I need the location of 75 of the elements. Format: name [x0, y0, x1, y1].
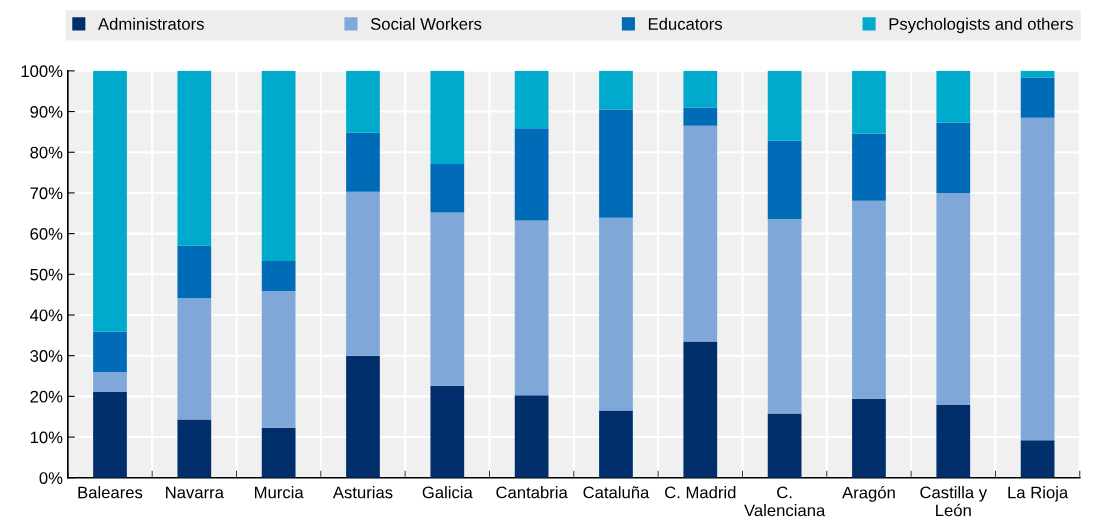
bar [261, 260, 296, 291]
bar [767, 140, 802, 219]
y-tick-label: 40% [29, 309, 63, 322]
y-tick-label: 80% [30, 146, 63, 159]
bar [261, 290, 296, 428]
bar [936, 192, 971, 405]
bar [683, 107, 718, 126]
x-tick-label: Baleares [78, 486, 143, 499]
bar [346, 191, 380, 356]
bar [177, 297, 212, 420]
y-tick-label: 30% [30, 350, 63, 362]
bar [93, 371, 127, 392]
x-tick-label: C. Madrid [665, 486, 736, 499]
y-tick-label: 0% [39, 472, 63, 484]
x-tick-label: Castilla y León [920, 486, 988, 517]
bar [261, 70, 296, 261]
y-tick-label: 90% [30, 105, 63, 118]
bar [1020, 117, 1055, 441]
bar [683, 70, 718, 108]
x-tick-label: Navarra [166, 486, 224, 499]
y-tick-label: 60% [30, 228, 63, 240]
bar [852, 70, 886, 134]
bar [177, 245, 212, 298]
x-tick-label: Cantabria [496, 486, 568, 499]
bar [767, 413, 802, 478]
bar [683, 125, 718, 342]
bar [767, 218, 802, 414]
bar [599, 109, 633, 218]
legend-label: Social Workers [370, 17, 482, 30]
bar [514, 395, 549, 478]
bar [346, 70, 380, 133]
x-tick-label: Aragón [842, 486, 895, 502]
bar [430, 164, 465, 213]
bar [514, 70, 549, 129]
bar [177, 70, 212, 246]
bar [177, 419, 212, 478]
bar [683, 341, 718, 478]
x-tick-label: Cataluña [583, 486, 650, 499]
x-tick-label: Galicia [422, 486, 473, 499]
x-tick-label: La Rioja [1008, 486, 1069, 502]
bar [346, 355, 380, 478]
bar [852, 200, 886, 399]
bar [93, 70, 127, 332]
y-tick-label: 50% [30, 268, 63, 281]
bar [1020, 77, 1055, 118]
bar [936, 404, 971, 478]
x-tick-label: Murcia [255, 486, 304, 499]
bar [430, 70, 465, 165]
bar [936, 70, 971, 123]
bar [599, 410, 633, 478]
bar [767, 70, 802, 141]
bar [1020, 440, 1055, 478]
bar [430, 212, 465, 386]
y-tick-label: 70% [30, 187, 63, 200]
bar [1020, 70, 1055, 78]
bar [430, 385, 465, 478]
bar [599, 217, 633, 411]
bar [852, 398, 886, 478]
bar [936, 122, 971, 193]
y-tick-label: 10% [30, 431, 63, 444]
bar [93, 331, 127, 372]
legend-label: Educators [648, 17, 722, 30]
bar [346, 132, 380, 192]
bar [599, 70, 633, 110]
legend-label: Psychologists and others [889, 17, 1073, 34]
y-tick-label: 100% [21, 65, 63, 78]
bar [514, 128, 549, 221]
bar [93, 391, 127, 478]
bar [514, 220, 549, 396]
y-tick-label: 20% [30, 390, 63, 403]
x-tick-label: Asturias [332, 486, 393, 499]
x-tick-label: C. Valenciana [744, 486, 826, 517]
legend-label: Administrators [98, 17, 204, 30]
bar [852, 133, 886, 201]
bar [261, 427, 296, 478]
